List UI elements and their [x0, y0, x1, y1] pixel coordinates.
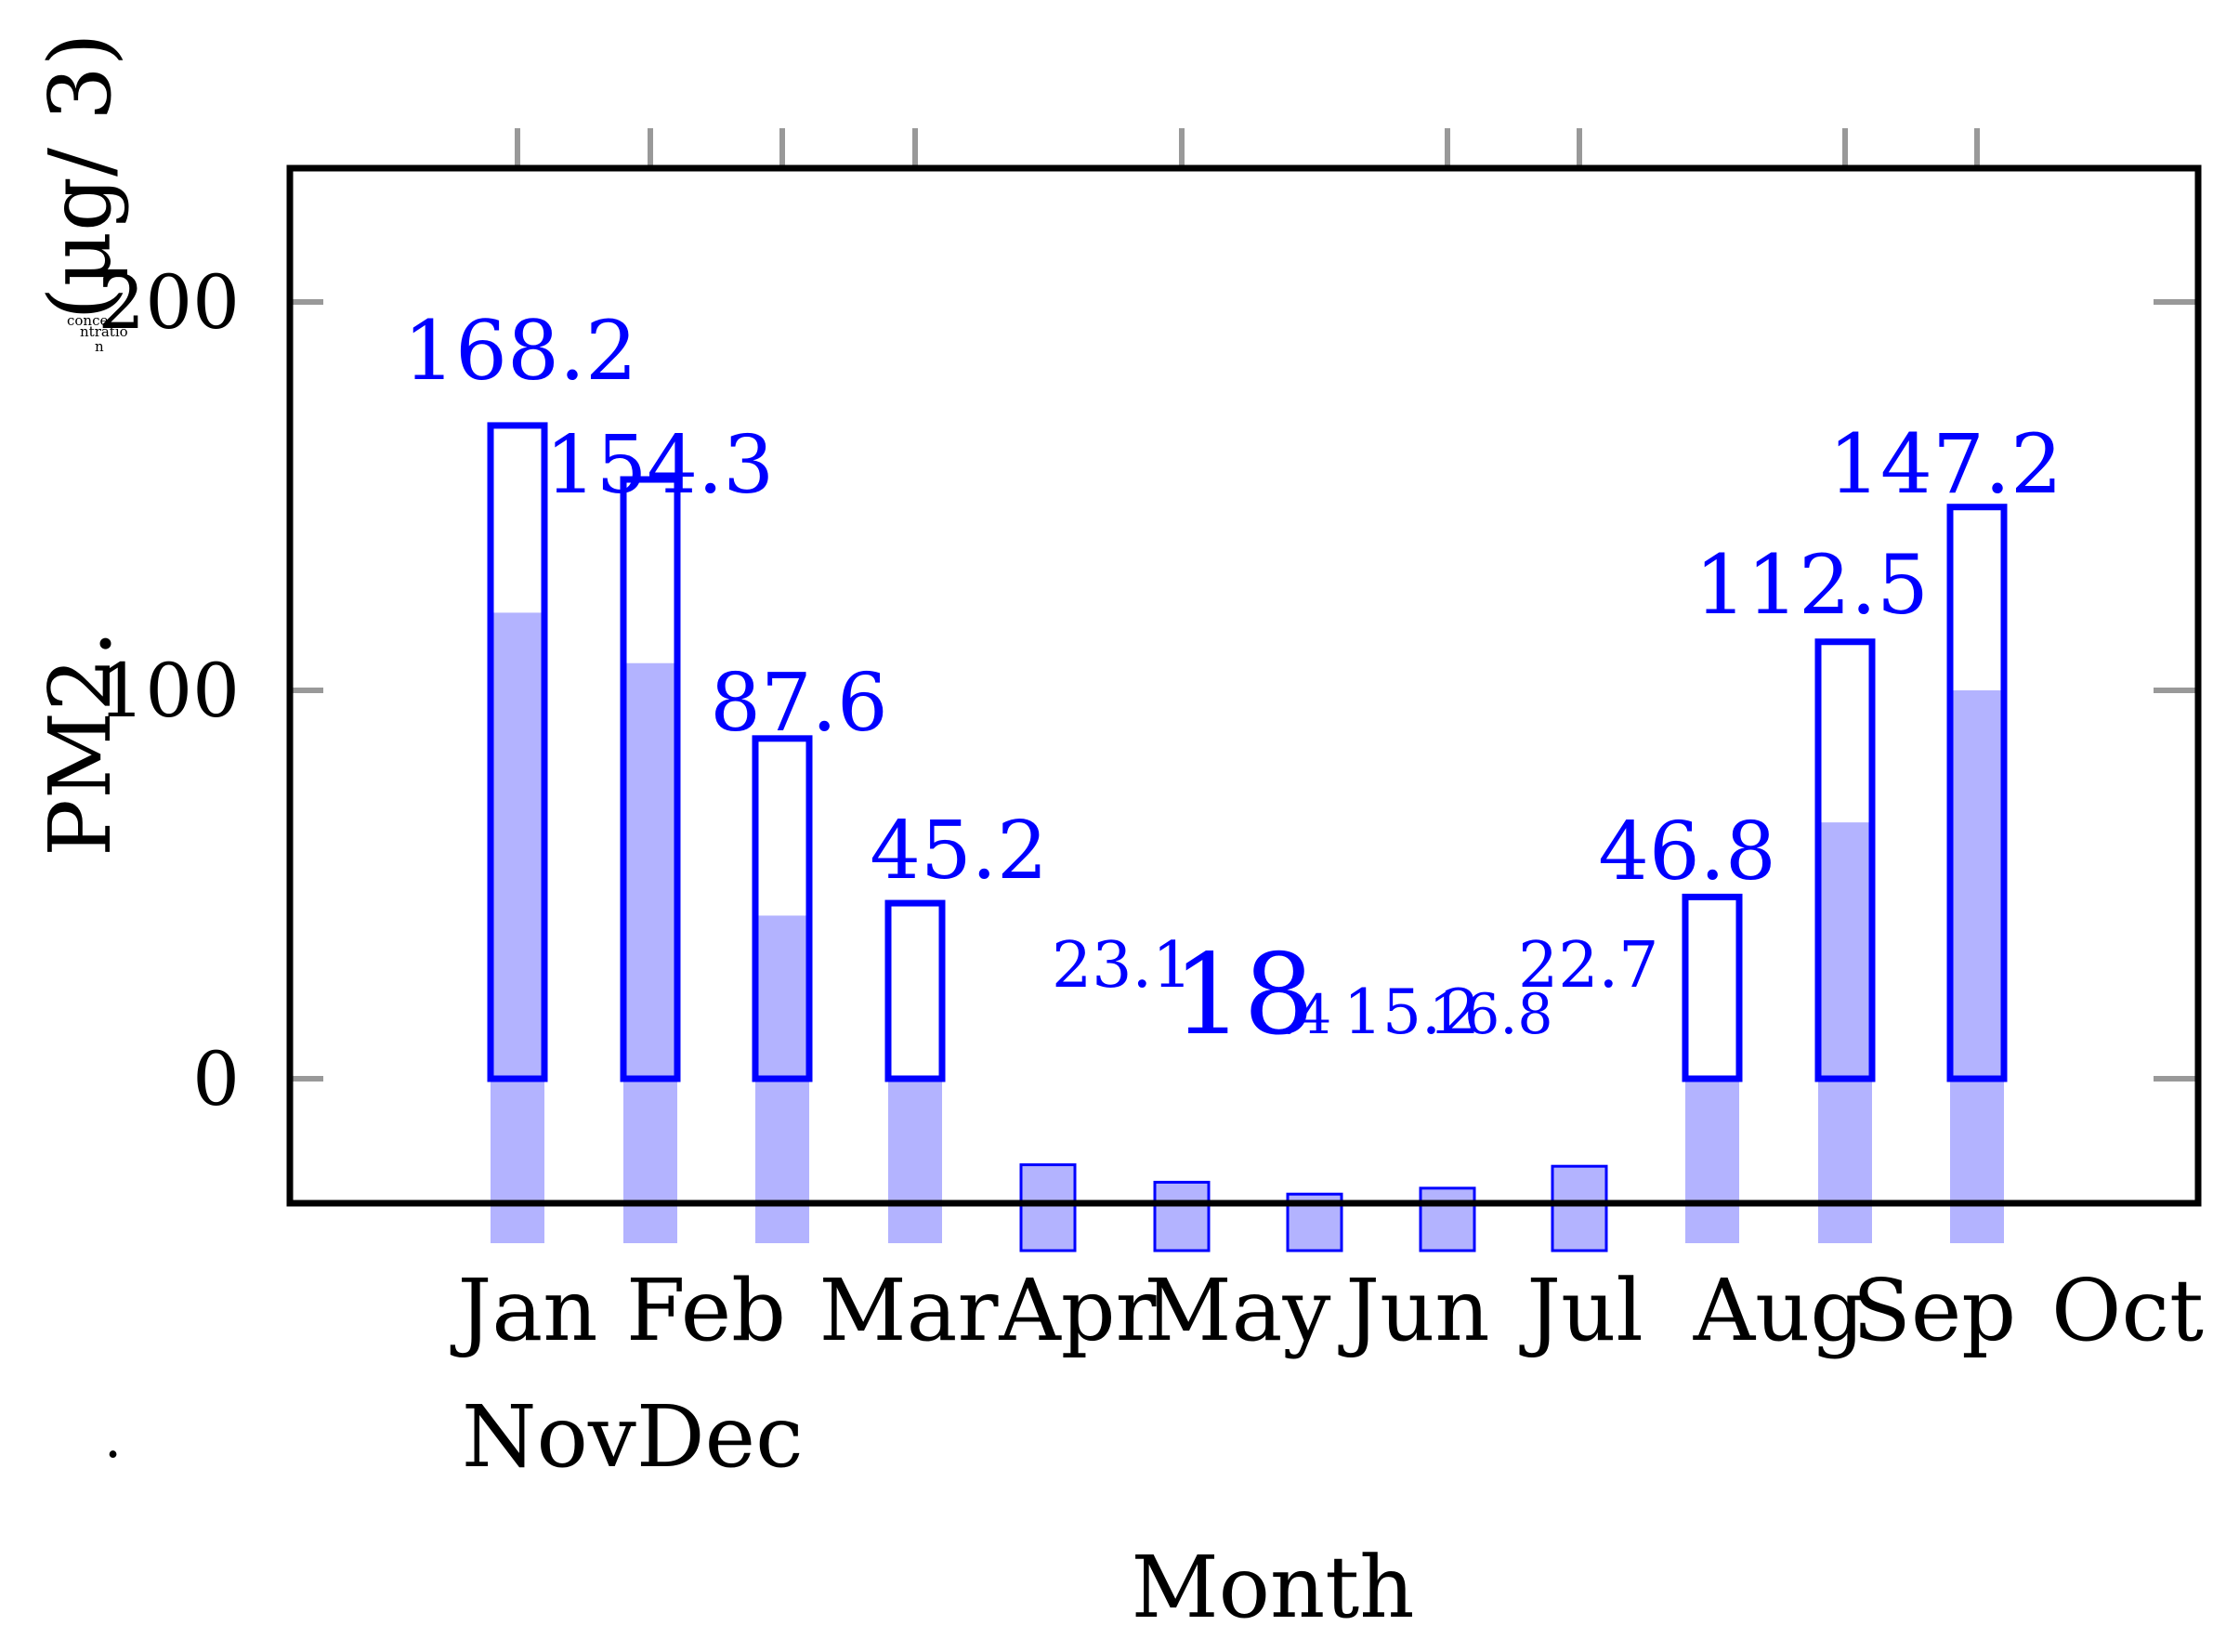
value-label-1: 154.3 — [545, 419, 774, 512]
month-label-nov-dec: NovDec — [462, 1387, 804, 1487]
fill-bar-oct — [1685, 1079, 1739, 1243]
y-axis-title: PM2. . conce ntratio n (μg/ 3) — [31, 33, 130, 1471]
y-tick-label-0: 0 — [192, 1036, 240, 1122]
y-axis-title-dot: . — [104, 1406, 122, 1471]
plot-frame — [286, 164, 2202, 1207]
bar-may — [1019, 1163, 1077, 1252]
y-tick-label-200: 200 — [98, 259, 240, 346]
bar-sep — [1551, 1164, 1608, 1252]
bar-mar — [752, 735, 813, 1082]
bar-dec — [1946, 504, 2008, 1082]
fill-bar-feb — [623, 662, 677, 1243]
month-label-oct: Oct — [2051, 1261, 2204, 1360]
month-label-jun: Jun — [1338, 1261, 1489, 1360]
value-label-2: 87.6 — [710, 657, 887, 750]
month-label-may: May — [1144, 1261, 1330, 1360]
month-label-jul: Jul — [1519, 1261, 1643, 1360]
value-label-7: 15.2 — [1343, 977, 1480, 1048]
value-label-12: 147.2 — [1828, 416, 2062, 512]
tick-marks — [290, 128, 2198, 1243]
value-label-11: 112.5 — [1695, 537, 1929, 633]
value-label-5: 18 — [1172, 931, 1315, 1060]
month-label-aug: Aug — [1693, 1261, 1866, 1360]
fill-bar-nov — [1818, 822, 1872, 1243]
fill-bar-apr — [888, 1079, 942, 1243]
value-label-0: 168.2 — [403, 303, 637, 399]
y-tick-label-100: 100 — [98, 648, 240, 734]
y-axis-title-unit: (μg/ 3) — [31, 33, 130, 320]
bar-oct — [1682, 893, 1743, 1082]
value-label-10: 46.8 — [1598, 806, 1775, 898]
y-axis-title-main: PM2. — [31, 630, 130, 857]
fill-bar-dec — [1950, 690, 2004, 1243]
value-label-6: .4 — [1280, 983, 1331, 1046]
value-label-8: 16.8 — [1429, 982, 1553, 1047]
value-label-4: 23.1 — [1052, 929, 1192, 1003]
bar-jan — [487, 422, 548, 1082]
bar-nov — [1814, 638, 1876, 1082]
y-axis-title-small-3: n — [95, 338, 104, 355]
y-axis-title-small-1: conce — [67, 312, 108, 329]
y-tick-labels: 0 100 200 — [98, 259, 240, 1122]
month-label-sep: Sep — [1853, 1261, 2016, 1360]
month-label-feb: Feb — [626, 1261, 786, 1360]
value-label-3: 45.2 — [870, 805, 1047, 898]
month-label-apr: Apr — [998, 1261, 1156, 1360]
x-axis-title: Month — [1131, 1538, 1414, 1637]
month-label-mar: Mar — [818, 1261, 998, 1360]
fill-bar-jan — [491, 612, 544, 1243]
bar-jun — [1153, 1180, 1211, 1252]
value-labels: 168.2 154.3 87.6 45.223.118.4 15.216.822.7 46… — [403, 303, 2062, 1060]
bar-apr — [884, 899, 946, 1082]
month-label-jan: Jan — [451, 1261, 598, 1360]
bar-feb — [620, 476, 681, 1082]
value-label-9: 22.7 — [1518, 929, 1658, 1003]
bar-aug — [1419, 1187, 1476, 1252]
y-axis-title-small-2: ntratio — [80, 323, 128, 340]
